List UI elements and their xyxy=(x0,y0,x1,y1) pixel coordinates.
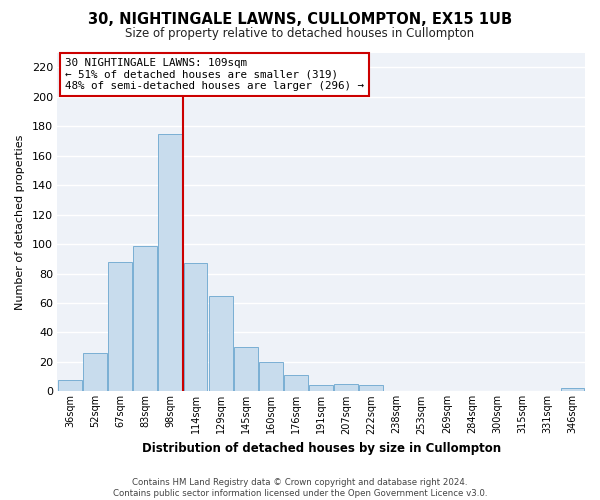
Bar xyxy=(284,375,308,392)
Y-axis label: Number of detached properties: Number of detached properties xyxy=(15,134,25,310)
Bar xyxy=(359,386,383,392)
X-axis label: Distribution of detached houses by size in Cullompton: Distribution of detached houses by size … xyxy=(142,442,501,455)
Bar xyxy=(83,353,107,392)
Bar xyxy=(58,380,82,392)
Bar xyxy=(209,296,233,392)
Text: Contains HM Land Registry data © Crown copyright and database right 2024.
Contai: Contains HM Land Registry data © Crown c… xyxy=(113,478,487,498)
Bar xyxy=(108,262,132,392)
Bar xyxy=(133,246,157,392)
Text: Size of property relative to detached houses in Cullompton: Size of property relative to detached ho… xyxy=(125,28,475,40)
Text: 30 NIGHTINGALE LAWNS: 109sqm
← 51% of detached houses are smaller (319)
48% of s: 30 NIGHTINGALE LAWNS: 109sqm ← 51% of de… xyxy=(65,58,364,91)
Bar xyxy=(234,347,258,392)
Text: 30, NIGHTINGALE LAWNS, CULLOMPTON, EX15 1UB: 30, NIGHTINGALE LAWNS, CULLOMPTON, EX15 … xyxy=(88,12,512,28)
Bar xyxy=(184,263,208,392)
Bar xyxy=(560,388,584,392)
Bar xyxy=(309,386,333,392)
Bar xyxy=(158,134,182,392)
Bar xyxy=(259,362,283,392)
Bar xyxy=(334,384,358,392)
